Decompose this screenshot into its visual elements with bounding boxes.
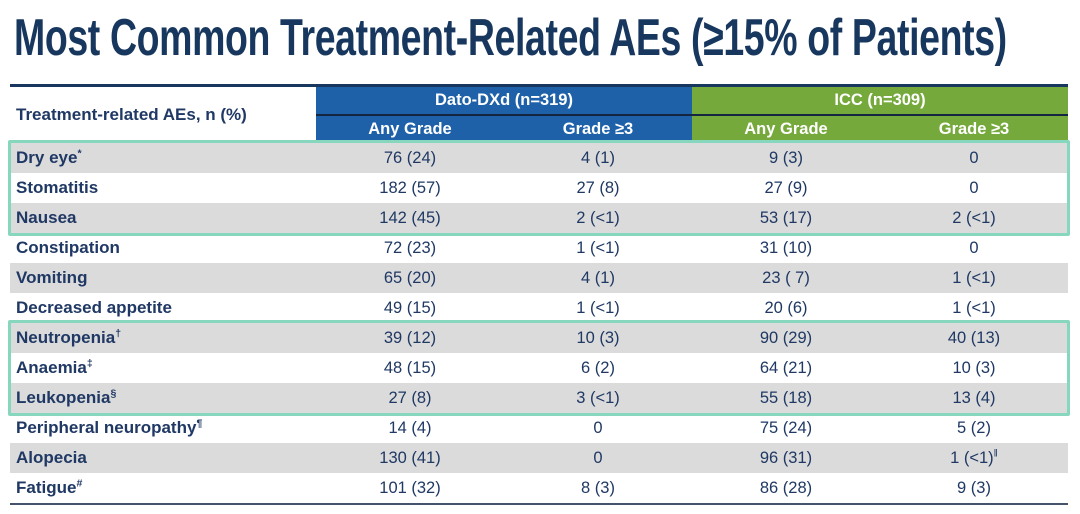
subheader-row: Any Grade Grade ≥3 Any Grade Grade ≥3 (316, 114, 1068, 143)
value-cell: 27 (8) (576, 179, 620, 197)
value-cell: 48 (15) (383, 359, 437, 377)
table-row: Constipation 72 (23) 1 (<1) 31 (10) 0 (10, 233, 1068, 263)
footnote-marker: ‖ (993, 448, 998, 460)
value-cell: 1 (<1) (576, 299, 620, 317)
value-cell: 39 (12) (383, 329, 437, 347)
value-cell: 53 (17) (759, 209, 813, 227)
row-label: Fatigue# (16, 477, 83, 497)
value-cell: 3 (<1) (576, 389, 620, 407)
group-header-dato-dxd: Dato-DXd (n=319) (316, 87, 692, 114)
footnote-marker: † (115, 327, 122, 340)
value-cell: 130 (41) (379, 449, 441, 467)
table-body: Dry eye* 76 (24) 4 (1) 9 (3) 0 Stomatitis 182 … (8, 140, 1070, 503)
footnote-marker: # (76, 477, 83, 490)
row-label: Alopecia (16, 448, 87, 467)
table-row: Dry eye* 76 (24) 4 (1) 9 (3) 0 (10, 143, 1068, 173)
value-cell: 72 (23) (383, 239, 437, 257)
value-cell: 23 ( 7) (762, 269, 810, 287)
footnote-marker: ‡ (86, 357, 93, 370)
value-cell: 40 (13) (947, 329, 1001, 347)
table-header: Treatment-related AEs, n (%) Dato-DXd (n… (10, 87, 1068, 143)
value-cell: 5 (2) (957, 419, 991, 437)
value-cell: 96 (31) (759, 449, 813, 467)
row-label: Anaemia‡ (16, 357, 93, 377)
value-cell: 101 (32) (379, 479, 441, 497)
subheader-icc-grade-ge3: Grade ≥3 (880, 116, 1068, 143)
row-label: Dry eye* (16, 147, 82, 167)
value-cell: 1 (<1) (576, 239, 620, 257)
table-row: Decreased appetite 49 (15) 1 (<1) 20 (6) 1 (… (10, 293, 1068, 323)
row-label: Constipation (16, 238, 120, 257)
page-title: Most Common Treatment-Related AEs (≥15% … (14, 9, 1007, 67)
value-cell: 55 (18) (759, 389, 813, 407)
value-cell: 0 (969, 149, 979, 167)
value-cell: 182 (57) (379, 179, 441, 197)
table-row: Stomatitis 182 (57) 27 (8) 27 (9) 0 (10, 173, 1068, 203)
value-cell: 0 (593, 449, 603, 467)
row-label: Decreased appetite (16, 298, 172, 317)
table-row: Anaemia‡ 48 (15) 6 (2) 64 (21) 10 (3) (10, 353, 1068, 383)
value-cell: 65 (20) (383, 269, 437, 287)
footnote-marker: * (77, 147, 82, 160)
value-cell: 90 (29) (759, 329, 813, 347)
value-cell: 14 (4) (388, 419, 432, 437)
value-cell: 20 (6) (764, 299, 808, 317)
value-cell: 0 (593, 419, 603, 437)
subheader-dato-grade-ge3: Grade ≥3 (504, 116, 692, 143)
ae-table: Treatment-related AEs, n (%) Dato-DXd (n… (8, 84, 1070, 505)
table-row: Vomiting 65 (20) 4 (1) 23 ( 7) 1 (<1) (10, 263, 1068, 293)
table-row: Nausea 142 (45) 2 (<1) 53 (17) 2 (<1) (10, 203, 1068, 233)
subheader-dato-any-grade: Any Grade (316, 116, 504, 143)
table-row: Leukopenia§ 27 (8) 3 (<1) 55 (18) 13 (4) (10, 383, 1068, 413)
table-top-border (10, 84, 1068, 87)
value-cell: 76 (24) (383, 149, 437, 167)
value-cell: 2 (<1) (952, 209, 996, 227)
footnote-marker: § (110, 387, 117, 400)
value-cell: 142 (45) (379, 209, 441, 227)
group-header-row: Dato-DXd (n=319) ICC (n=309) (316, 87, 1068, 114)
value-cell: 27 (8) (388, 389, 432, 407)
row-header-cell: Treatment-related AEs, n (%) (10, 87, 316, 143)
value-cell: 1 (<1) (952, 299, 996, 317)
value-cell: 2 (<1) (576, 209, 620, 227)
value-cell: 31 (10) (759, 239, 813, 257)
value-cell: 75 (24) (759, 419, 813, 437)
value-cell: 9 (3) (957, 479, 991, 497)
value-cell: 9 (3) (769, 149, 803, 167)
value-cell: 10 (3) (576, 329, 620, 347)
value-cell: 1 (<1)‖ (950, 448, 998, 467)
value-cell: 13 (4) (952, 389, 996, 407)
value-cell: 4 (1) (581, 149, 615, 167)
value-cell: 64 (21) (759, 359, 813, 377)
value-cell: 1 (<1) (952, 269, 996, 287)
table-bottom-border (10, 503, 1068, 505)
value-cell: 86 (28) (759, 479, 813, 497)
value-cell: 49 (15) (383, 299, 437, 317)
table-row: Neutropenia† 39 (12) 10 (3) 90 (29) 40 (13) (10, 323, 1068, 353)
table-row: Peripheral neuropathy¶ 14 (4) 0 75 (24) 5 (2… (10, 413, 1068, 443)
row-label: Nausea (16, 208, 77, 227)
footnote-marker: ¶ (196, 417, 203, 430)
value-cell: 0 (969, 179, 979, 197)
row-label: Leukopenia§ (16, 387, 117, 407)
value-cell: 8 (3) (581, 479, 615, 497)
value-cell: 6 (2) (581, 359, 615, 377)
value-cell: 0 (969, 239, 979, 257)
table-row: Fatigue# 101 (32) 8 (3) 86 (28) 9 (3) (10, 473, 1068, 503)
value-cell: 10 (3) (952, 359, 996, 377)
row-label: Peripheral neuropathy¶ (16, 417, 203, 437)
group-header-section: Dato-DXd (n=319) ICC (n=309) Any Grade G… (316, 87, 1068, 143)
group-header-icc: ICC (n=309) (692, 87, 1068, 114)
value-cell: 4 (1) (581, 269, 615, 287)
row-label: Vomiting (16, 268, 88, 287)
table-row: Alopecia 130 (41) 0 96 (31) 1 (<1)‖ (10, 443, 1068, 473)
row-label: Neutropenia† (16, 327, 122, 347)
row-label: Stomatitis (16, 178, 99, 197)
value-cell: 27 (9) (764, 179, 808, 197)
subheader-icc-any-grade: Any Grade (692, 116, 880, 143)
